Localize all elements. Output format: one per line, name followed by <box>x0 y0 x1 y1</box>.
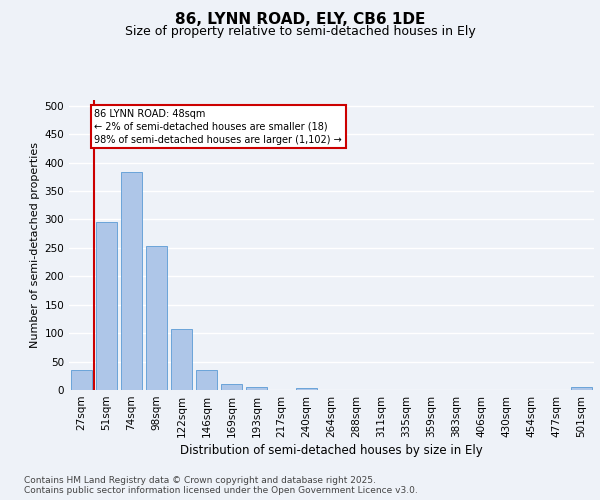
Bar <box>221 384 242 390</box>
X-axis label: Distribution of semi-detached houses by size in Ely: Distribution of semi-detached houses by … <box>180 444 483 457</box>
Bar <box>146 246 167 390</box>
Bar <box>71 370 92 390</box>
Bar <box>296 388 317 390</box>
Bar <box>171 328 192 390</box>
Bar <box>571 387 592 390</box>
Text: 86, LYNN ROAD, ELY, CB6 1DE: 86, LYNN ROAD, ELY, CB6 1DE <box>175 12 425 28</box>
Text: Contains public sector information licensed under the Open Government Licence v3: Contains public sector information licen… <box>24 486 418 495</box>
Text: Contains HM Land Registry data © Crown copyright and database right 2025.: Contains HM Land Registry data © Crown c… <box>24 476 376 485</box>
Text: Size of property relative to semi-detached houses in Ely: Size of property relative to semi-detach… <box>125 25 475 38</box>
Bar <box>96 222 117 390</box>
Bar <box>246 386 267 390</box>
Y-axis label: Number of semi-detached properties: Number of semi-detached properties <box>30 142 40 348</box>
Text: 86 LYNN ROAD: 48sqm
← 2% of semi-detached houses are smaller (18)
98% of semi-de: 86 LYNN ROAD: 48sqm ← 2% of semi-detache… <box>95 108 342 145</box>
Bar <box>121 172 142 390</box>
Bar <box>196 370 217 390</box>
